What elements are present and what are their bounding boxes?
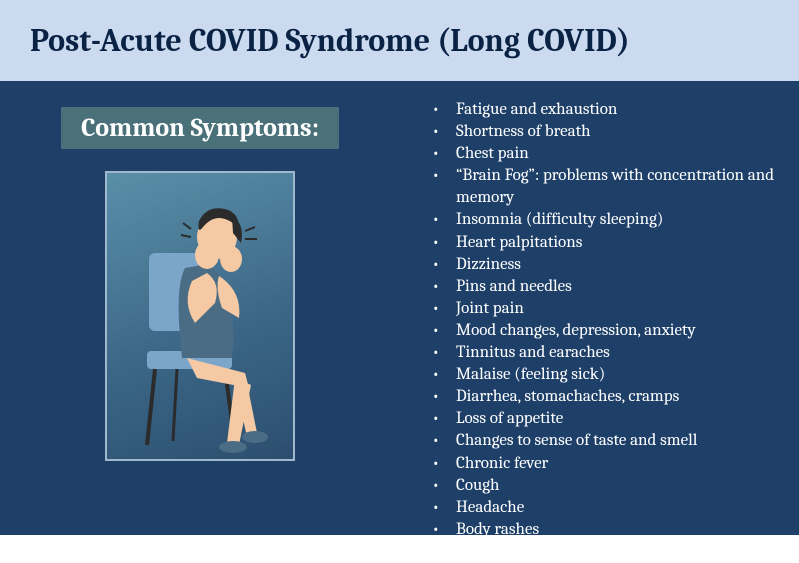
list-item: Insomnia (difficulty sleeping) (400, 209, 789, 231)
body-section: Common Symptoms: (0, 81, 799, 535)
list-item: Shortness of breath (400, 121, 789, 143)
list-item: Chronic fever (400, 453, 789, 475)
right-column: Fatigue and exhaustion Shortness of brea… (400, 99, 799, 535)
list-item: Tinnitus and earaches (400, 342, 789, 364)
distress-illustration (105, 171, 295, 461)
header-bar: Post-Acute COVID Syndrome (Long COVID) (0, 0, 799, 81)
list-item: Malaise (feeling sick) (400, 364, 789, 386)
symptom-list: Fatigue and exhaustion Shortness of brea… (400, 99, 789, 563)
list-item: Diarrhea, stomachaches, cramps (400, 386, 789, 408)
list-item: Heart palpitations (400, 232, 789, 254)
list-item: Fatigue and exhaustion (400, 99, 789, 121)
list-item: Dizziness (400, 254, 789, 276)
list-item: Pins and needles (400, 276, 789, 298)
subtitle-box: Common Symptoms: (61, 107, 339, 149)
list-item: Changes in menstrual cycle (400, 541, 789, 563)
page-title: Post-Acute COVID Syndrome (Long COVID) (30, 22, 769, 59)
list-item: Cough (400, 475, 789, 497)
list-item: Changes to sense of taste and smell (400, 430, 789, 452)
list-item: Headache (400, 497, 789, 519)
left-column: Common Symptoms: (0, 99, 400, 535)
list-item: Mood changes, depression, anxiety (400, 320, 789, 342)
list-item: Joint pain (400, 298, 789, 320)
list-item: “Brain Fog”: problems with concentration… (400, 165, 789, 209)
list-item: Loss of appetite (400, 408, 789, 430)
list-item: Chest pain (400, 143, 789, 165)
